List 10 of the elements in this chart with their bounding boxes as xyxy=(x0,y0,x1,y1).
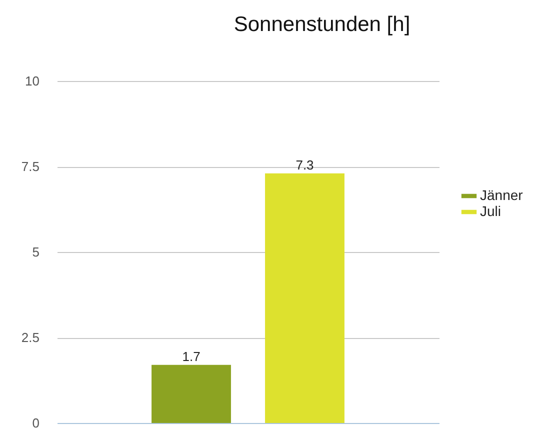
data-label: 7.3 xyxy=(296,157,314,172)
y-tick-label: 7.5 xyxy=(21,159,40,174)
chart-title: Sonnenstunden [h] xyxy=(234,13,410,36)
y-tick-label: 5 xyxy=(32,244,40,260)
y-tick-label: 10 xyxy=(25,74,40,88)
legend-label: Jänner xyxy=(480,187,524,203)
data-label: 1.7 xyxy=(182,348,200,364)
y-tick-label: 2.5 xyxy=(21,330,40,345)
y-tick-label: 0 xyxy=(32,416,40,430)
legend-label: Juli xyxy=(480,203,502,219)
